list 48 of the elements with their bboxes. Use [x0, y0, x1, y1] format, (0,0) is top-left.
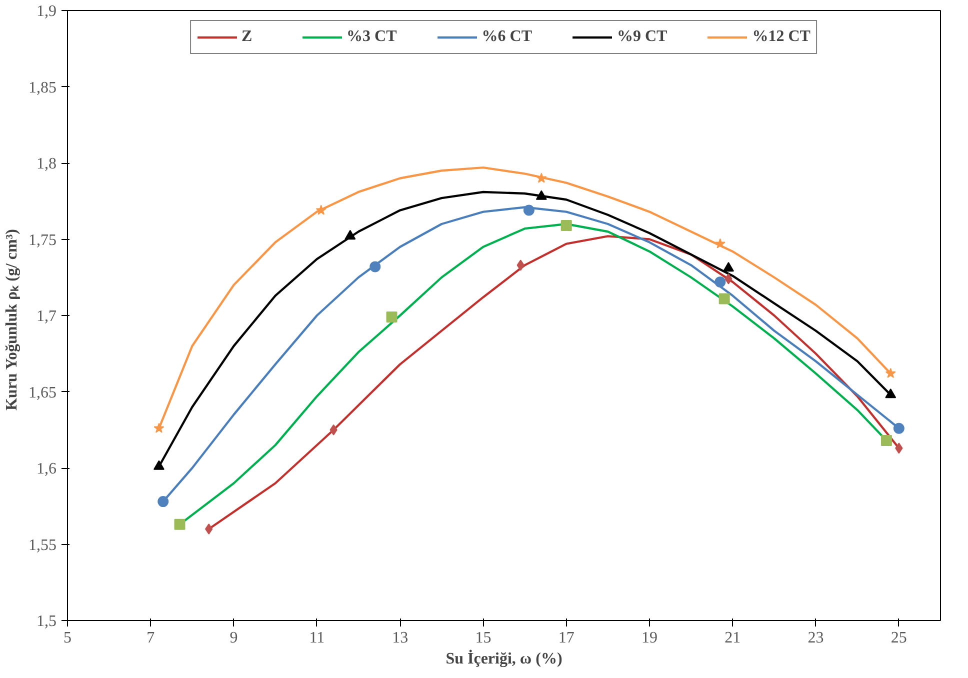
- point: [714, 276, 726, 288]
- x-tick-label: 9: [230, 630, 238, 646]
- y-tick-label: 1,8: [36, 156, 56, 172]
- point: [560, 220, 572, 232]
- point: [722, 262, 734, 272]
- point: [885, 368, 896, 378]
- y-tick-label: 1,75: [28, 232, 56, 249]
- x-tick-label: 17: [558, 630, 574, 646]
- y-tick-label: 1,85: [28, 79, 56, 96]
- point: [370, 261, 381, 272]
- x-tick-label: 11: [309, 630, 325, 646]
- legend-label: %3 CT: [346, 28, 397, 46]
- x-tick-label: 5: [64, 630, 72, 646]
- x-tick-label: 19: [642, 630, 658, 646]
- point: [714, 238, 726, 248]
- y-tick-label: 1,5: [36, 613, 56, 630]
- legend-label: %12 CT: [752, 28, 810, 46]
- point: [885, 388, 896, 398]
- x-tick-label: 21: [724, 630, 741, 646]
- point: [880, 435, 892, 446]
- y-tick-label: 1,7: [36, 308, 56, 325]
- x-tick-label: 25: [890, 630, 907, 646]
- point: [316, 204, 326, 215]
- point: [718, 293, 730, 304]
- y-tick-label: 1,55: [28, 536, 56, 554]
- y-tick-label: 1,6: [36, 460, 56, 478]
- point: [158, 496, 169, 508]
- point: [205, 524, 213, 534]
- y-tick-label: 1,65: [28, 384, 56, 402]
- x-tick-label: 23: [808, 630, 824, 646]
- point: [893, 422, 904, 434]
- x-axis-title: Su İçeriği, ω (%): [446, 650, 562, 668]
- legend-label: Z: [242, 28, 254, 46]
- point: [386, 312, 398, 323]
- legend-label: %6 CT: [482, 28, 532, 46]
- point: [154, 422, 164, 433]
- legend-label: %9 CT: [617, 28, 668, 46]
- point: [536, 190, 547, 200]
- y-axis-title: Kuru Yoğunluk ρₖ (g/ cm³): [4, 229, 20, 411]
- point: [174, 518, 186, 530]
- x-tick-label: 15: [475, 630, 492, 646]
- y-tick-label: 1,9: [36, 3, 56, 20]
- x-tick-label: 7: [146, 630, 155, 646]
- x-tick-label: 13: [392, 630, 408, 646]
- point: [523, 204, 534, 216]
- point: [344, 230, 356, 240]
- point: [153, 460, 164, 470]
- point: [536, 172, 547, 183]
